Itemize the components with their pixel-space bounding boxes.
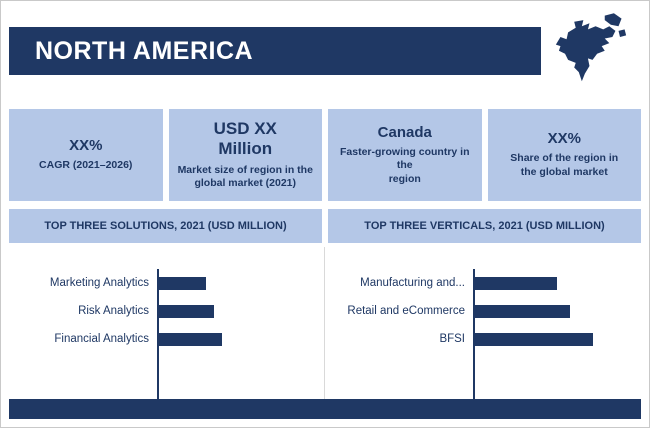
chart-category-labels: Marketing Analytics Risk Analytics Finan…	[9, 269, 157, 399]
chart-bars	[157, 269, 222, 399]
chart-category-label: Marketing Analytics	[49, 277, 149, 289]
chart-category-label: Retail and eCommerce	[347, 305, 465, 317]
charts-area: Marketing Analytics Risk Analytics Finan…	[9, 247, 641, 399]
north-america-map-icon	[541, 9, 641, 97]
chart-bar-slot	[159, 269, 222, 297]
chart-category-label: Financial Analytics	[54, 333, 149, 345]
stat-value: USD XX Million	[213, 118, 277, 159]
stat-label: Share of the region in the global market	[510, 152, 619, 178]
chart-bar	[475, 276, 557, 290]
stat-label: Faster-growing country in the region	[339, 145, 470, 185]
page-title: NORTH AMERICA	[35, 36, 254, 65]
chart-category-labels: Manufacturing and... Retail and eCommerc…	[325, 269, 473, 399]
section-title-solutions: TOP THREE SOLUTIONS, 2021 (USD MILLION)	[9, 209, 322, 243]
stat-label: Market size of region in the global mark…	[177, 163, 313, 190]
chart-bar	[475, 304, 570, 318]
chart-category-label: Risk Analytics	[78, 305, 149, 317]
stat-value: Canada	[377, 123, 432, 141]
chart-top-solutions: Marketing Analytics Risk Analytics Finan…	[9, 247, 325, 399]
header: NORTH AMERICA	[9, 9, 641, 99]
stat-value: XX%	[547, 130, 581, 148]
stat-card-region-share: XX% Share of the region in the global ma…	[487, 109, 641, 201]
stat-card-cagr: XX% CAGR (2021–2026)	[9, 109, 163, 201]
chart-bar-slot	[159, 297, 222, 325]
title-band: NORTH AMERICA	[9, 27, 541, 75]
chart-bar-slot	[475, 325, 593, 353]
chart-top-verticals: Manufacturing and... Retail and eCommerc…	[325, 247, 641, 399]
chart-category-label: BFSI	[439, 333, 465, 345]
stat-label: CAGR (2021–2026)	[39, 159, 133, 172]
chart-bar-slot	[475, 269, 593, 297]
chart-bar-slot	[159, 325, 222, 353]
stat-card-fastest-country: Canada Faster-growing country in the reg…	[328, 109, 482, 201]
section-title-bars: TOP THREE SOLUTIONS, 2021 (USD MILLION) …	[9, 209, 641, 243]
chart-bars	[473, 269, 593, 399]
stat-card-market-size: USD XX Million Market size of region in …	[168, 109, 322, 201]
chart-category-label: Manufacturing and...	[360, 277, 465, 289]
section-title-verticals: TOP THREE VERTICALS, 2021 (USD MILLION)	[328, 209, 641, 243]
chart-bar-slot	[475, 297, 593, 325]
chart-bar	[159, 332, 222, 346]
chart-bar	[159, 276, 206, 290]
stat-cards: XX% CAGR (2021–2026) USD XX Million Mark…	[9, 109, 641, 201]
chart-bar	[475, 332, 593, 346]
chart-bar	[159, 304, 214, 318]
footer-band	[9, 399, 641, 419]
stat-value: XX%	[69, 137, 103, 155]
